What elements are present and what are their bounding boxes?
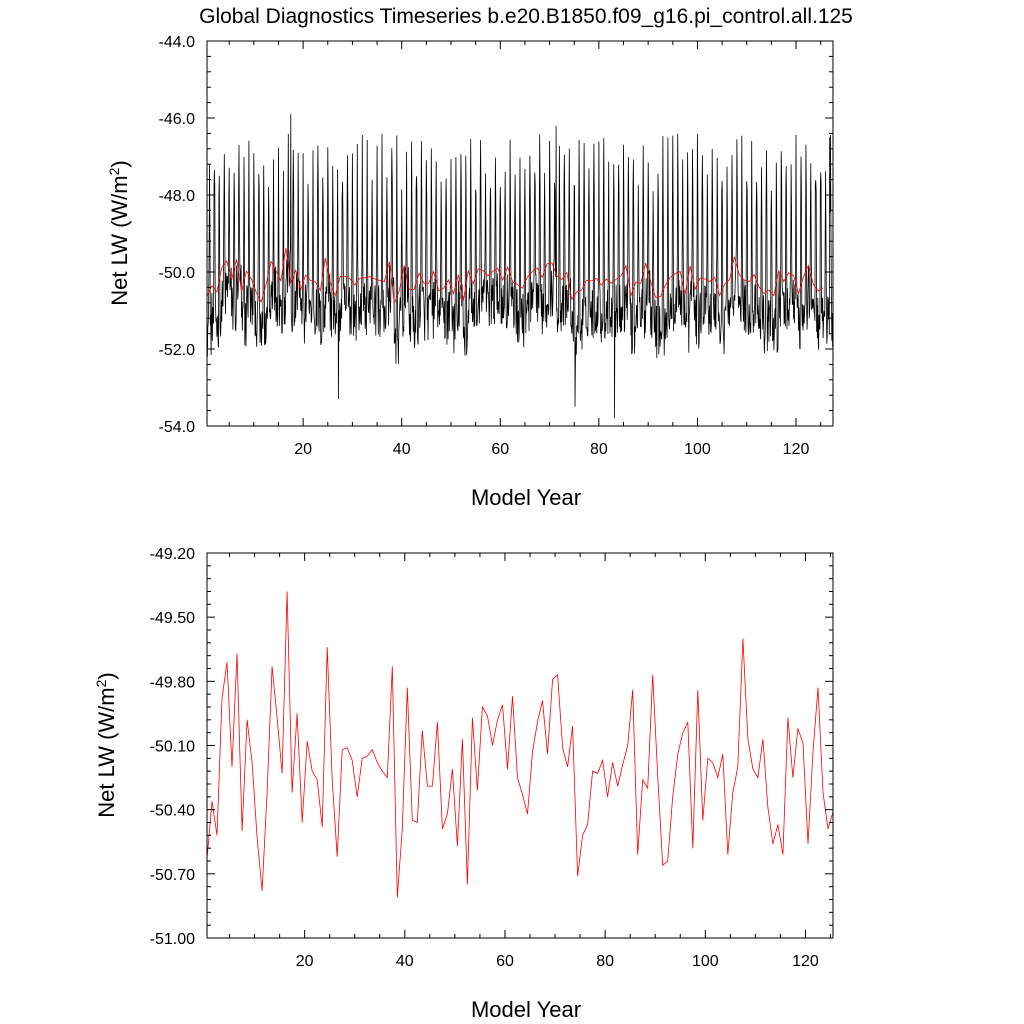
y-tick-label: -50.0 <box>159 265 196 282</box>
y-tick-label: -49.20 <box>150 546 195 563</box>
monthly-series-group <box>206 114 833 419</box>
y-tick-label: -52.0 <box>159 342 196 359</box>
x-tick-label: 20 <box>296 953 314 970</box>
monthly-axes: 20 40 60 80 100 120 -44.0 -46.0 -48.0 -50.0 -52.0 -… <box>159 34 833 458</box>
annual-series-group <box>206 591 834 898</box>
monthly-series-line <box>206 114 833 419</box>
x-axis-label-monthly: Model Year <box>471 485 581 510</box>
x-tick-label: 20 <box>294 441 312 458</box>
x-tick-label: 100 <box>684 441 711 458</box>
y-axis-label-annual: Net LW (W/m2) <box>93 672 119 817</box>
x-axis-label-annual: Model Year <box>471 997 581 1022</box>
x-tick-label: 120 <box>792 953 819 970</box>
x-tick-label: 120 <box>783 441 810 458</box>
x-tick-label: 80 <box>596 953 614 970</box>
x-tick-label: 40 <box>393 441 411 458</box>
x-tick-label: 60 <box>491 441 509 458</box>
plot-frame-monthly <box>206 40 834 427</box>
y-tick-label: -50.70 <box>150 867 195 884</box>
y-tick-label: -49.50 <box>150 610 195 627</box>
y-axis-label-monthly: Net LW (W/m2) <box>106 160 132 305</box>
y-tick-label: -51.00 <box>150 931 195 948</box>
chart-title: Global Diagnostics Timeseries b.e20.B185… <box>199 5 853 28</box>
y-tick-label: -46.0 <box>159 111 196 128</box>
annual-series-line <box>206 591 834 898</box>
plot-frame-annual <box>206 552 834 939</box>
y-tick-label: -54.0 <box>159 419 196 436</box>
plot-monthly: 20 40 60 80 100 120 -44.0 -46.0 -48.0 -50.0 -52.0 -… <box>106 34 834 510</box>
plot-annual: 20 40 60 80 100 120 -49.20 -49.50 -49.80 -50.10 -5… <box>93 546 834 1022</box>
y-tick-label: -50.10 <box>150 739 195 756</box>
x-tick-label: 40 <box>396 953 414 970</box>
x-tick-label: 100 <box>692 953 719 970</box>
y-tick-label: -48.0 <box>159 188 196 205</box>
y-tick-label: -49.80 <box>150 674 195 691</box>
annual-overlay-line <box>206 248 824 304</box>
x-tick-label: 60 <box>496 953 514 970</box>
y-tick-label: -44.0 <box>159 34 196 51</box>
x-tick-label: 80 <box>590 441 608 458</box>
annual-axes: 20 40 60 80 100 120 -49.20 -49.50 -49.80 -50.10 -5… <box>150 546 833 970</box>
y-tick-label: -50.40 <box>150 803 195 820</box>
